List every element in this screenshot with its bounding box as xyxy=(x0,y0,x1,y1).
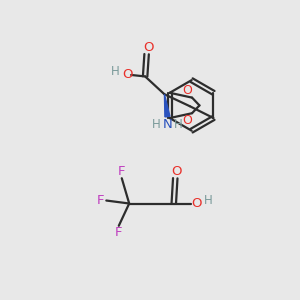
Text: N: N xyxy=(163,118,172,131)
Text: O: O xyxy=(122,68,133,82)
Text: O: O xyxy=(183,114,193,127)
Text: H: H xyxy=(111,65,120,79)
Text: O: O xyxy=(183,84,193,97)
Text: H: H xyxy=(204,194,213,207)
Text: F: F xyxy=(118,165,125,178)
Text: O: O xyxy=(172,165,182,178)
Text: F: F xyxy=(115,226,122,239)
Text: F: F xyxy=(97,194,105,207)
Text: H: H xyxy=(174,118,183,131)
Polygon shape xyxy=(164,94,170,117)
Text: O: O xyxy=(143,41,153,54)
Text: H: H xyxy=(152,118,161,131)
Text: O: O xyxy=(191,197,201,210)
